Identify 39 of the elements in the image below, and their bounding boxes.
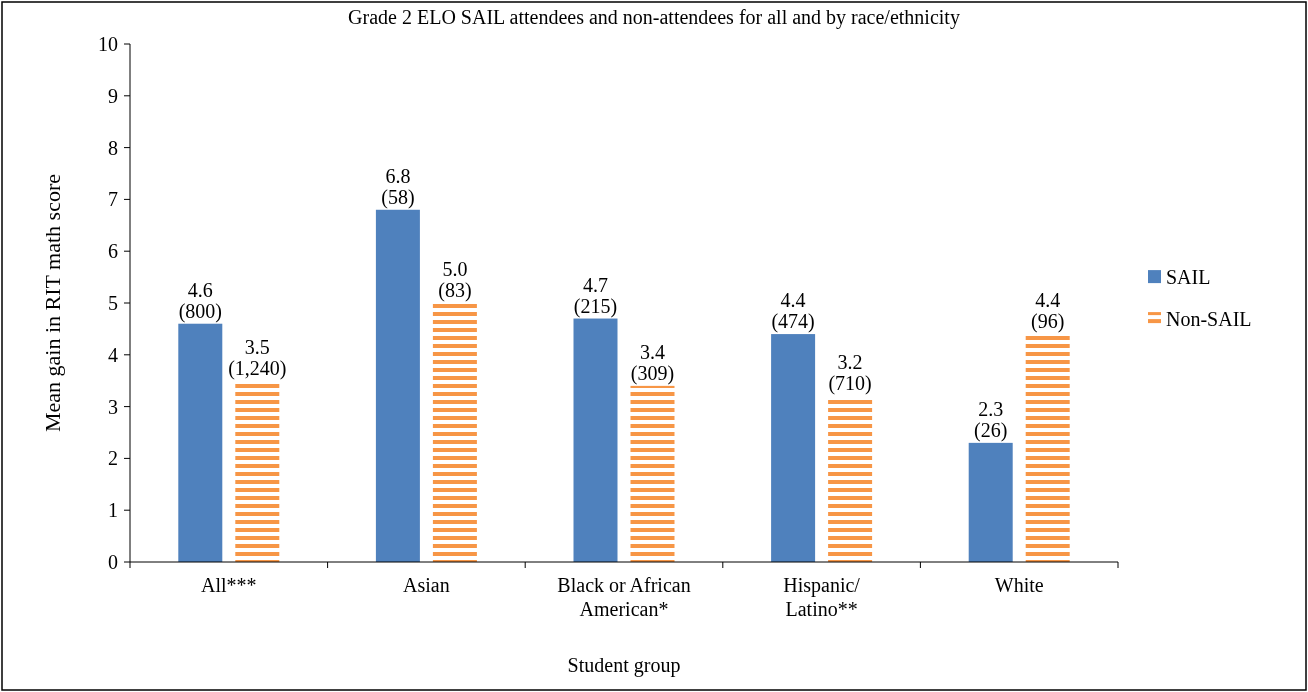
data-label: 6.8 (58) (381, 164, 415, 209)
bar (178, 323, 223, 562)
bar (573, 318, 618, 562)
y-tick-label: 5 (108, 292, 118, 314)
data-label: 5.0 (83) (438, 258, 472, 302)
data-label: 3.2 (710) (828, 351, 872, 396)
data-label: 4.7 (215) (573, 273, 618, 318)
bar (968, 442, 1013, 562)
x-tick-label: White (994, 574, 1044, 596)
x-tick-label: All*** (201, 574, 257, 596)
data-label: 4.4 (474) (771, 289, 815, 334)
bar (630, 385, 675, 562)
chart-title: Grade 2 ELO SAIL attendees and non-attendees for all and by race/ethnicity (348, 6, 960, 29)
x-tick-label: Asian (403, 574, 450, 596)
bar (375, 209, 420, 562)
data-label: 4.4 (96) (1031, 289, 1065, 334)
x-axis-title: Student group (567, 654, 681, 677)
data-label: 2.3 (26) (974, 397, 1008, 442)
y-axis-title: Mean gain in RIT math score (40, 173, 65, 433)
y-tick-label: 6 (108, 240, 118, 263)
y-tick-label: 2 (108, 447, 118, 470)
bar (432, 303, 477, 562)
y-tick-label: 9 (108, 84, 118, 107)
legend-label: SAIL (1166, 266, 1211, 289)
x-tick-label: Hispanic/ Latino** (783, 574, 861, 620)
y-tick-label: 0 (108, 551, 118, 573)
bar (1025, 334, 1070, 562)
y-tick-label: 7 (108, 188, 118, 211)
y-tick-label: 3 (108, 395, 118, 418)
bar (771, 334, 816, 562)
data-label: 3.5 (1,240) (228, 335, 287, 380)
y-tick-label: 10 (98, 33, 118, 55)
legend-label: Non-SAIL (1166, 308, 1252, 331)
data-label: 3.4 (309) (630, 340, 675, 385)
y-tick-label: 4 (108, 343, 118, 366)
y-tick-label: 1 (108, 499, 118, 522)
y-tick-label: 8 (108, 136, 118, 159)
data-label: 4.6 (800) (178, 278, 222, 323)
x-tick-label: Black or African American* (557, 574, 691, 620)
